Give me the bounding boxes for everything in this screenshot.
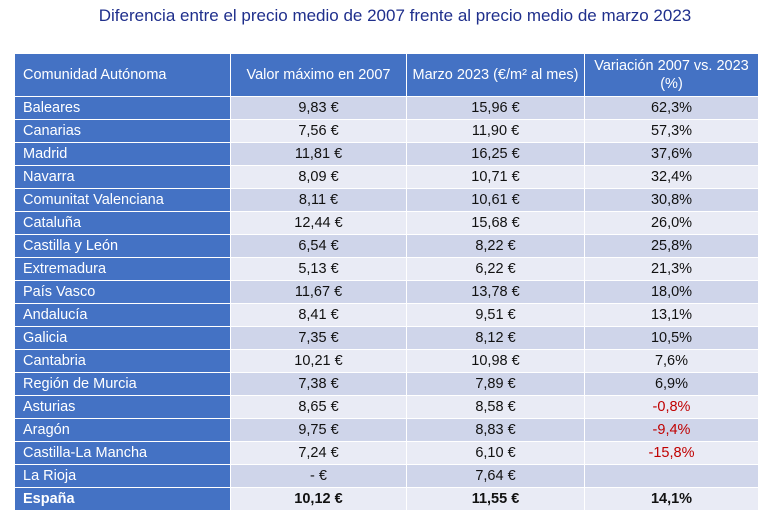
header-march-2023: Marzo 2023 (€/m² al mes) [406,53,585,97]
variation-cell: 21,3% [584,257,759,281]
table-row: La Rioja - €7,64 € [14,464,759,488]
max-2007-cell: 6,54 € [230,234,407,258]
total-max-2007-cell: 10,12 € [230,487,407,511]
variation-cell: -0,8% [584,395,759,419]
variation-cell: 57,3% [584,119,759,143]
table-row: Baleares 9,83 €15,96 €62,3% [14,96,759,120]
max-2007-cell: 10,21 € [230,349,407,373]
variation-cell: 10,5% [584,326,759,350]
region-cell: Castilla-La Mancha [14,441,231,465]
variation-cell: 25,8% [584,234,759,258]
table-row: Andalucía 8,41 €9,51 €13,1% [14,303,759,327]
table-row: País Vasco 11,67 €13,78 €18,0% [14,280,759,304]
variation-cell: 6,9% [584,372,759,396]
march-2023-cell: 7,64 € [406,464,585,488]
variation-cell: 26,0% [584,211,759,235]
march-2023-cell: 16,25 € [406,142,585,166]
march-2023-cell: 8,83 € [406,418,585,442]
region-cell: Cantabria [14,349,231,373]
region-cell: Comunitat Valenciana [14,188,231,212]
table-header-row: Comunidad Autónoma Valor máximo en 2007 … [14,53,759,97]
variation-cell: -15,8% [584,441,759,465]
header-region: Comunidad Autónoma [14,53,231,97]
max-2007-cell: 8,11 € [230,188,407,212]
table-row: Madrid 11,81 €16,25 €37,6% [14,142,759,166]
region-cell: Galicia [14,326,231,350]
variation-cell: 13,1% [584,303,759,327]
march-2023-cell: 6,10 € [406,441,585,465]
march-2023-cell: 10,61 € [406,188,585,212]
table-row: Cataluña 12,44 €15,68 €26,0% [14,211,759,235]
march-2023-cell: 13,78 € [406,280,585,304]
max-2007-cell: 11,67 € [230,280,407,304]
variation-cell: 62,3% [584,96,759,120]
variation-cell: 32,4% [584,165,759,189]
table-row: Canarias 7,56 €11,90 €57,3% [14,119,759,143]
region-cell: Extremadura [14,257,231,281]
march-2023-cell: 10,98 € [406,349,585,373]
table-row: Galicia 7,35 €8,12 €10,5% [14,326,759,350]
region-cell: Navarra [14,165,231,189]
table-row: Navarra 8,09 €10,71 €32,4% [14,165,759,189]
table-row: Comunitat Valenciana 8,11 €10,61 €30,8% [14,188,759,212]
march-2023-cell: 10,71 € [406,165,585,189]
max-2007-cell: - € [230,464,407,488]
price-table: Comunidad Autónoma Valor máximo en 2007 … [14,53,759,511]
march-2023-cell: 11,90 € [406,119,585,143]
variation-cell: 30,8% [584,188,759,212]
march-2023-cell: 8,22 € [406,234,585,258]
header-variation: Variación 2007 vs. 2023 (%) [584,53,759,97]
region-cell: País Vasco [14,280,231,304]
march-2023-cell: 8,12 € [406,326,585,350]
region-cell: Aragón [14,418,231,442]
march-2023-cell: 15,96 € [406,96,585,120]
max-2007-cell: 12,44 € [230,211,407,235]
total-region-cell: España [14,487,231,511]
max-2007-cell: 7,38 € [230,372,407,396]
variation-cell: -9,4% [584,418,759,442]
table-row: Asturias 8,65 €8,58 € -0,8% [14,395,759,419]
header-max-2007: Valor máximo en 2007 [230,53,407,97]
region-cell: La Rioja [14,464,231,488]
total-march-2023-cell: 11,55 € [406,487,585,511]
max-2007-cell: 9,75 € [230,418,407,442]
variation-cell [584,464,759,488]
region-cell: Madrid [14,142,231,166]
max-2007-cell: 7,56 € [230,119,407,143]
region-cell: Cataluña [14,211,231,235]
region-cell: Baleares [14,96,231,120]
variation-cell: 18,0% [584,280,759,304]
table-row: Extremadura 5,13 €6,22 €21,3% [14,257,759,281]
total-variation-cell: 14,1% [584,487,759,511]
march-2023-cell: 15,68 € [406,211,585,235]
max-2007-cell: 7,35 € [230,326,407,350]
march-2023-cell: 7,89 € [406,372,585,396]
table-total-row: España 10,12 €11,55 €14,1% [14,487,759,511]
table-row: Aragón 9,75 €8,83 € -9,4% [14,418,759,442]
march-2023-cell: 9,51 € [406,303,585,327]
march-2023-cell: 8,58 € [406,395,585,419]
max-2007-cell: 8,09 € [230,165,407,189]
march-2023-cell: 6,22 € [406,257,585,281]
max-2007-cell: 11,81 € [230,142,407,166]
table-row: Cantabria 10,21 €10,98 €7,6% [14,349,759,373]
region-cell: Asturias [14,395,231,419]
region-cell: Castilla y León [14,234,231,258]
table-row: Castilla y León 6,54 €8,22 €25,8% [14,234,759,258]
table-row: Región de Murcia 7,38 €7,89 €6,9% [14,372,759,396]
max-2007-cell: 8,65 € [230,395,407,419]
variation-cell: 7,6% [584,349,759,373]
region-cell: Andalucía [14,303,231,327]
page-title: Diferencia entre el precio medio de 2007… [98,6,692,25]
variation-cell: 37,6% [584,142,759,166]
region-cell: Región de Murcia [14,372,231,396]
max-2007-cell: 8,41 € [230,303,407,327]
region-cell: Canarias [14,119,231,143]
table-row: Castilla-La Mancha 7,24 €6,10 € -15,8% [14,441,759,465]
max-2007-cell: 7,24 € [230,441,407,465]
max-2007-cell: 5,13 € [230,257,407,281]
max-2007-cell: 9,83 € [230,96,407,120]
